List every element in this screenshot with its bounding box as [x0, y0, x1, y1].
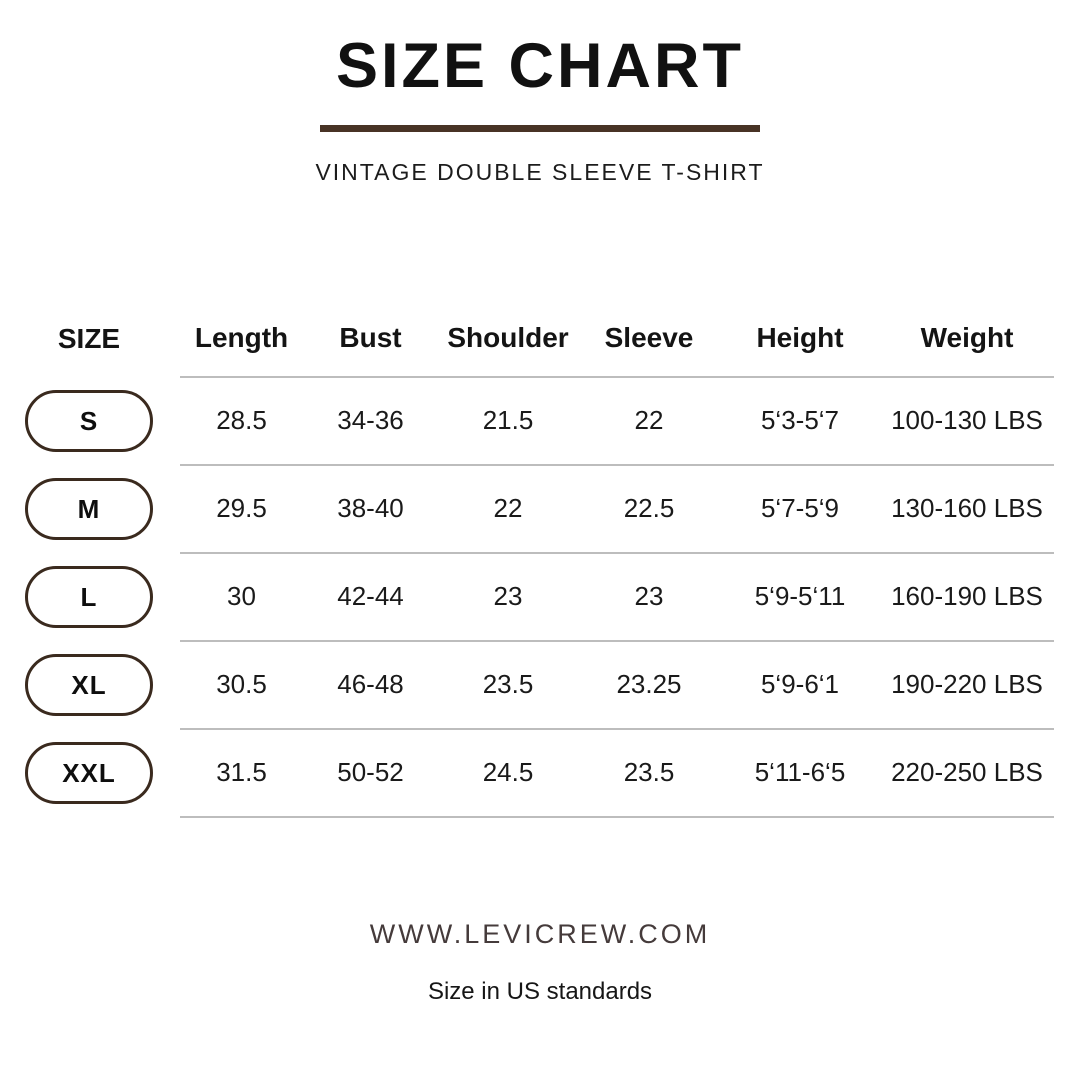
column-header-height: Height	[720, 299, 880, 378]
size-badge: M	[25, 478, 153, 540]
column-header-length: Length	[180, 299, 303, 378]
size-cell: S	[25, 377, 180, 465]
length-cell: 28.5	[180, 376, 303, 466]
height-cell: 5‘7-5‘9	[720, 464, 880, 554]
size-badge-label: XL	[71, 669, 107, 700]
column-header-sleeve: Sleeve	[578, 299, 720, 378]
length-cell: 31.5	[180, 728, 303, 818]
weight-cell: 220-250 LBS	[880, 728, 1054, 818]
table-header-row: SIZE Length Bust Shoulder Sleeve Height …	[25, 299, 1054, 378]
size-cell: L	[25, 553, 180, 641]
shoulder-cell: 23	[438, 552, 578, 642]
weight-cell: 100-130 LBS	[880, 376, 1054, 466]
bust-cell: 38-40	[303, 464, 438, 554]
sleeve-cell: 22	[578, 376, 720, 466]
size-badge: XL	[25, 654, 153, 716]
table-row-l: L 30 42-44 23 23 5‘9-5‘11 160-190 LBS	[25, 552, 1054, 642]
shoulder-cell: 22	[438, 464, 578, 554]
table-row-m: M 29.5 38-40 22 22.5 5‘7-5‘9 130-160 LBS	[25, 464, 1054, 554]
height-cell: 5‘9-5‘11	[720, 552, 880, 642]
website-url: WWW.LEVICREW.COM	[369, 919, 711, 949]
size-badge: XXL	[25, 742, 153, 804]
sleeve-cell: 23.25	[578, 640, 720, 730]
length-cell: 29.5	[180, 464, 303, 554]
height-cell: 5‘9-6‘1	[720, 640, 880, 730]
size-table: SIZE Length Bust Shoulder Sleeve Height …	[25, 299, 1054, 818]
header: SIZE CHART VINTAGE DOUBLE SLEEVE T-SHIRT	[0, 0, 1080, 186]
bust-cell: 42-44	[303, 552, 438, 642]
weight-cell: 130-160 LBS	[880, 464, 1054, 554]
table-row-s: S 28.5 34-36 21.5 22 5‘3-5‘7 100-130 LBS	[25, 376, 1054, 466]
table-row-xxl: XXL 31.5 50-52 24.5 23.5 5‘11-6‘5 220-25…	[25, 728, 1054, 818]
length-cell: 30.5	[180, 640, 303, 730]
product-subtitle: VINTAGE DOUBLE SLEEVE T-SHIRT	[315, 159, 765, 185]
weight-cell: 160-190 LBS	[880, 552, 1054, 642]
height-cell: 5‘3-5‘7	[720, 376, 880, 466]
page-title: SIZE CHART	[336, 31, 744, 101]
column-header-size: SIZE	[25, 300, 180, 377]
size-cell: XL	[25, 641, 180, 729]
column-header-weight: Weight	[880, 299, 1054, 378]
standards-note: Size in US standards	[427, 978, 653, 1005]
height-cell: 5‘11-6‘5	[720, 728, 880, 818]
shoulder-cell: 24.5	[438, 728, 578, 818]
weight-cell: 190-220 LBS	[880, 640, 1054, 730]
sleeve-cell: 23	[578, 552, 720, 642]
column-header-size-label: SIZE	[57, 322, 121, 354]
size-badge: S	[25, 390, 153, 452]
shoulder-cell: 21.5	[438, 376, 578, 466]
sleeve-cell: 23.5	[578, 728, 720, 818]
bust-cell: 50-52	[303, 728, 438, 818]
column-header-bust: Bust	[303, 299, 438, 378]
table-row-xl: XL 30.5 46-48 23.5 23.25 5‘9-6‘1 190-220…	[25, 640, 1054, 730]
bust-cell: 46-48	[303, 640, 438, 730]
sleeve-cell: 22.5	[578, 464, 720, 554]
size-cell: M	[25, 465, 180, 553]
size-badge-label: XXL	[62, 757, 116, 788]
shoulder-cell: 23.5	[438, 640, 578, 730]
size-badge-label: L	[80, 581, 98, 612]
length-cell: 30	[180, 552, 303, 642]
size-badge-label: M	[77, 493, 101, 524]
title-underline	[320, 125, 760, 132]
size-badge-label: S	[79, 405, 99, 436]
size-cell: XXL	[25, 729, 180, 817]
column-header-shoulder: Shoulder	[438, 299, 578, 378]
size-badge: L	[25, 566, 153, 628]
bust-cell: 34-36	[303, 376, 438, 466]
